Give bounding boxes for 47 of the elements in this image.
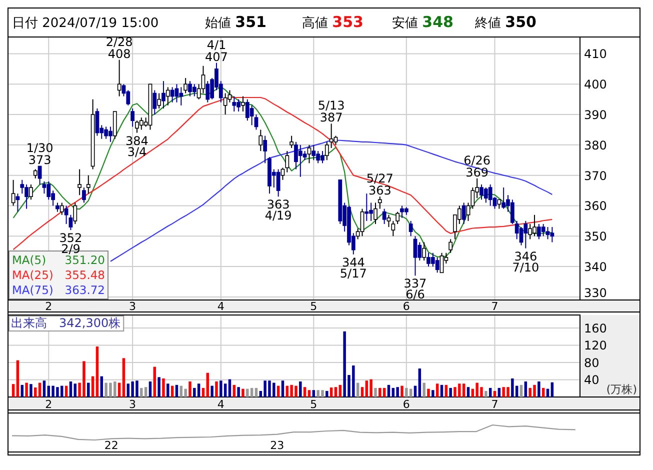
annotation: 5/13 387 [318, 98, 345, 125]
x-tick-label: 2 [45, 398, 52, 411]
annotation: 363 4/19 [264, 198, 292, 223]
text: 終値 350 [474, 13, 536, 31]
x-tick-label: 6 [402, 398, 410, 411]
y-tick-label: 400 [584, 78, 607, 92]
x-tick-label: 22 [104, 439, 118, 452]
annotation: 2/28 408 [106, 34, 133, 61]
x-tick-label: 7 [491, 300, 498, 313]
x-tick-label: 3 [129, 398, 136, 411]
y-tick-label: 350 [584, 230, 607, 244]
text: 始値 351 [205, 13, 266, 31]
x-tick-label: 23 [270, 439, 284, 452]
annotation: 6/26 369 [464, 153, 491, 180]
y-axis-title: (万株) [606, 383, 637, 396]
y-tick-label: 370 [584, 168, 607, 183]
y-tick-label: 390 [584, 108, 607, 122]
y-tick-label: 160 [584, 321, 607, 336]
annotation: 1/30 373 [26, 141, 54, 168]
text: 高値 353 [302, 13, 364, 31]
annotation: 337 6/6 [404, 276, 427, 302]
annotation: 4/1 407 [205, 38, 228, 64]
text: 安値 348 [392, 13, 454, 31]
x-tick-label: 7 [491, 398, 498, 411]
y-tick-label: 120 [584, 338, 607, 353]
series-label: MA(75) 363.72 [12, 283, 105, 297]
annotation: 344 5/17 [340, 255, 367, 280]
chart-title: 出来高 342,300株 [11, 316, 121, 330]
annotation: 384 3/4 [126, 134, 148, 159]
y-tick-label: 40 [584, 373, 600, 388]
y-tick-label: 360 [584, 199, 607, 214]
text: 日付 2024/07/19 15:00 [12, 16, 159, 31]
x-tick-label: 5 [310, 398, 318, 411]
y-tick-label: 340 [584, 260, 607, 274]
y-tick-label: 330 [584, 286, 607, 300]
x-tick-label: 2 [45, 300, 52, 313]
x-tick-label: 4 [217, 300, 224, 313]
annotation: 346 7/10 [512, 249, 540, 274]
x-tick-label: 6 [402, 300, 410, 313]
x-tick-label: 3 [129, 300, 136, 313]
x-tick-label: 5 [310, 300, 318, 313]
annotation: 5/27 363 [366, 172, 394, 198]
series-label: MA(25) 355.48 [12, 268, 105, 282]
y-tick-label: 380 [584, 138, 607, 152]
y-tick-label: 410 [584, 47, 607, 62]
y-tick-label: 80 [584, 356, 600, 370]
x-tick-label: 4 [217, 398, 224, 411]
